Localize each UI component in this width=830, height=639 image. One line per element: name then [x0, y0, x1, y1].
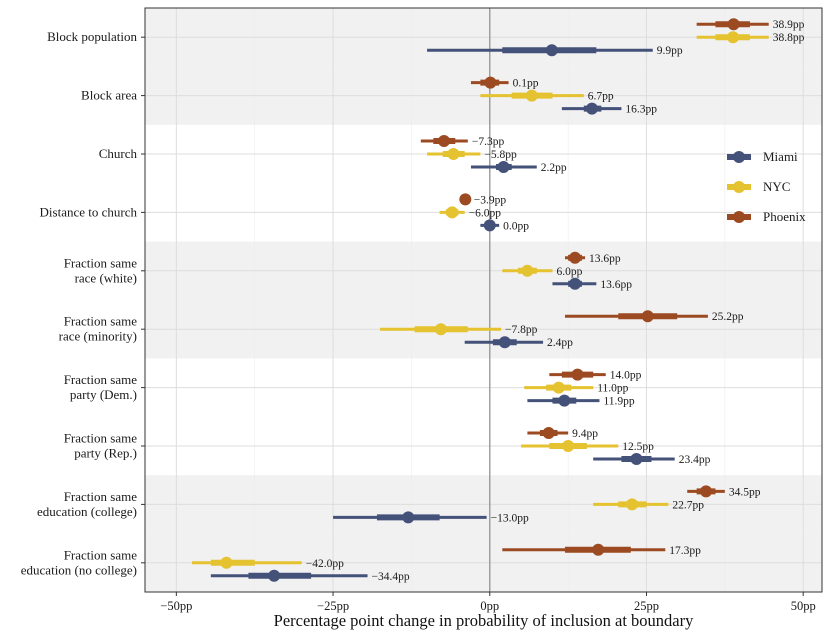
data-label: 12.5pp [622, 441, 654, 453]
legend-swatch-dot [733, 181, 745, 193]
legend: Miami NYC Phoenix [727, 149, 806, 224]
data-marks: 38.9pp 0.1pp −7.3pp −3.9pp 13.6pp 25.2pp 14.0p… [192, 18, 805, 583]
point-estimate [220, 556, 233, 569]
data-label: 16.3pp [625, 104, 657, 116]
data-label: 0.1pp [513, 78, 539, 90]
category-label: Fraction same [64, 431, 138, 446]
point-estimate [700, 485, 713, 498]
data-label: 23.4pp [679, 454, 711, 466]
point-estimate [484, 76, 497, 89]
point-estimate [552, 381, 565, 394]
data-label: 38.9pp [773, 19, 805, 31]
x-axis-title: Percentage point change in probability o… [274, 611, 694, 630]
x-tick-label: −50pp [160, 599, 192, 613]
point-estimate [498, 336, 511, 349]
legend-label: NYC [763, 179, 790, 194]
category-label: Distance to church [40, 204, 138, 219]
category-label: education (no college) [21, 562, 137, 577]
data-label: 13.6pp [589, 253, 621, 265]
category-label: Fraction same [64, 255, 138, 270]
point-estimate [592, 543, 605, 556]
category-label: race (white) [75, 270, 137, 285]
point-estimate [558, 394, 571, 407]
data-label: −13.0pp [491, 512, 529, 524]
data-label: −34.4pp [372, 571, 410, 583]
data-label: 9.4pp [572, 428, 598, 440]
data-label: 2.4pp [547, 337, 573, 349]
category-label: Block population [47, 29, 137, 44]
data-label: −42.0pp [306, 558, 344, 570]
category-label: party (Dem.) [70, 387, 137, 402]
point-estimate [447, 148, 460, 160]
data-label: 25.2pp [712, 311, 744, 323]
data-label: −6.0pp [469, 207, 502, 219]
category-label: Fraction same [64, 489, 138, 504]
data-label: 0.0pp [503, 220, 529, 232]
data-label: 34.5pp [729, 486, 761, 498]
data-label: 11.9pp [603, 396, 634, 408]
data-label: 13.6pp [600, 279, 632, 291]
category-label: Fraction same [64, 547, 138, 562]
point-estimate [268, 569, 281, 582]
point-estimate [726, 31, 739, 44]
point-estimate [446, 206, 459, 219]
point-estimate [525, 89, 538, 102]
data-label: −5.8pp [484, 149, 517, 161]
point-estimate [483, 219, 496, 232]
x-tick-label: 25pp [634, 599, 659, 613]
category-labels: Block population Block area Church Distance… [21, 29, 145, 577]
data-label: 11.0pp [597, 383, 628, 395]
category-label: Church [99, 146, 138, 161]
data-label: 17.3pp [669, 545, 701, 557]
point-estimate [562, 440, 575, 452]
point-estimate [641, 310, 654, 323]
point-estimate [571, 368, 584, 381]
category-label: party (Rep.) [74, 446, 137, 461]
data-label: 6.7pp [588, 91, 614, 103]
x-tick-label: −25pp [317, 599, 349, 613]
data-label: −3.9pp [474, 194, 507, 206]
point-estimate [459, 193, 472, 206]
category-label: race (minority) [59, 329, 137, 344]
data-label: 9.9pp [657, 45, 683, 57]
point-estimate [585, 102, 598, 115]
data-label: 38.8pp [773, 32, 805, 44]
gridlines [145, 8, 822, 592]
legend-label: Phoenix [763, 209, 806, 224]
point-estimate [727, 18, 740, 31]
point-estimate [521, 264, 534, 277]
point-estimate [402, 511, 415, 524]
point-estimate [545, 44, 558, 57]
data-label: −7.8pp [505, 324, 538, 336]
point-estimate [626, 498, 639, 511]
point-estimate [542, 427, 555, 439]
category-label: Block area [81, 88, 137, 103]
point-estimate [630, 453, 643, 465]
x-tick-label: 0pp [480, 599, 499, 613]
plot-frame [144, 7, 823, 593]
category-label: Fraction same [64, 372, 138, 387]
x-tick-labels: −50pp −25pp 0pp 25pp 50pp [160, 592, 816, 613]
category-label: Fraction same [64, 314, 138, 329]
point-estimate [434, 323, 447, 336]
data-label: 22.7pp [672, 499, 704, 511]
data-label: −7.3pp [472, 136, 505, 148]
legend-label: Miami [763, 149, 798, 164]
point-estimate [569, 277, 582, 290]
data-label: 2.2pp [541, 162, 567, 174]
data-label: 14.0pp [610, 370, 642, 382]
point-estimate [438, 135, 451, 147]
point-estimate [569, 251, 582, 264]
point-estimate [497, 161, 510, 173]
category-label: education (college) [37, 504, 137, 519]
legend-swatch-dot [733, 151, 745, 163]
legend-swatch-dot [733, 211, 745, 223]
x-tick-label: 50pp [791, 599, 816, 613]
data-label: 6.0pp [556, 266, 582, 278]
